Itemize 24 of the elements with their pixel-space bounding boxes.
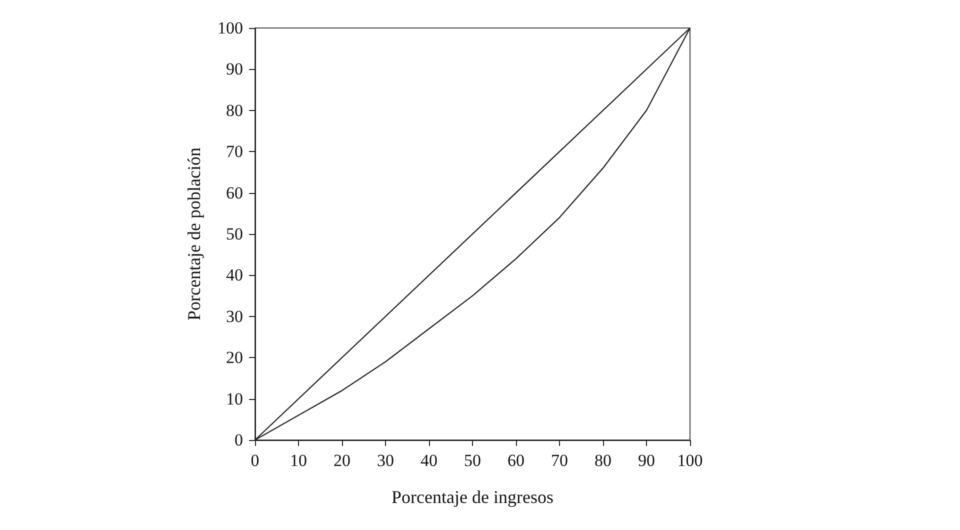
x-tick-label: 20 (334, 451, 350, 470)
y-tick-label: 0 (234, 430, 243, 450)
x-axis-title: Porcentaje de ingresos (392, 487, 554, 507)
y-tick-label: 60 (226, 183, 243, 202)
x-tick-label: 0 (250, 451, 260, 470)
x-tick-label: 70 (551, 451, 568, 470)
y-tick-label: 10 (226, 389, 243, 408)
x-tick-label: 10 (290, 451, 307, 470)
y-tick-label: 20 (226, 348, 243, 368)
y-tick-label: 80 (226, 100, 243, 120)
x-tick-label: 90 (638, 451, 655, 470)
y-tick-label: 90 (226, 60, 243, 79)
y-tick-label: 30 (226, 306, 243, 326)
y-tick-label: 50 (226, 224, 243, 244)
x-tick-label: 80 (594, 451, 612, 470)
y-tick-label: 70 (226, 142, 243, 162)
y-axis-title: Porcentaje de población (184, 148, 204, 320)
x-tick-label: 30 (377, 451, 394, 470)
x-tick-label: 50 (464, 451, 481, 470)
x-tick-label: 40 (420, 451, 438, 470)
y-tick-label: 40 (226, 266, 243, 285)
x-tick-label: 100 (677, 451, 703, 470)
y-tick-label: 100 (218, 18, 243, 38)
x-tick-label: 60 (508, 451, 524, 470)
